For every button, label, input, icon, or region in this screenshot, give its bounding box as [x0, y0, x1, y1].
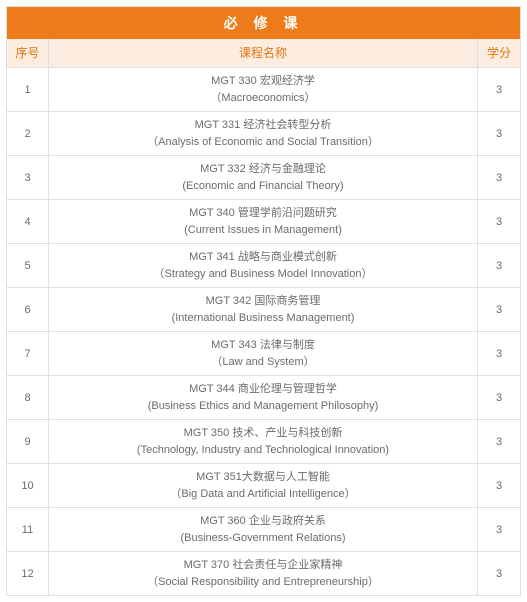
course-name-zh: MGT 351大数据与人工智能 — [196, 469, 330, 486]
table-row: 12MGT 370 社会责任与企业家精神（Social Responsibili… — [7, 551, 520, 595]
cell-course-name: MGT 332 经济与金融理论(Economic and Financial T… — [49, 156, 478, 199]
course-name-zh: MGT 331 经济社会转型分析 — [195, 117, 332, 134]
header-index: 序号 — [7, 39, 49, 67]
cell-index: 4 — [7, 200, 49, 243]
cell-course-name: MGT 343 法律与制度（Law and System） — [49, 332, 478, 375]
course-name-zh: MGT 360 企业与政府关系 — [200, 513, 326, 530]
course-name-en: (Business Ethics and Management Philosop… — [148, 398, 379, 415]
course-name-zh: MGT 341 战略与商业模式创新 — [189, 249, 337, 266]
cell-credit: 3 — [478, 112, 520, 155]
header-credit: 学分 — [478, 39, 520, 67]
cell-course-name: MGT 341 战略与商业模式创新（Strategy and Business … — [49, 244, 478, 287]
cell-index: 2 — [7, 112, 49, 155]
cell-credit: 3 — [478, 420, 520, 463]
course-name-en: （Big Data and Artificial Intelligence） — [170, 486, 355, 503]
cell-course-name: MGT 360 企业与政府关系(Business-Government Rela… — [49, 508, 478, 551]
table-row: 9MGT 350 技术、产业与科技创新(Technology, Industry… — [7, 419, 520, 463]
course-name-en: （Strategy and Business Model Innovation） — [154, 266, 373, 283]
cell-index: 5 — [7, 244, 49, 287]
cell-index: 10 — [7, 464, 49, 507]
cell-index: 6 — [7, 288, 49, 331]
course-name-en: (Current Issues in Management) — [184, 222, 342, 239]
header-name: 课程名称 — [49, 39, 478, 67]
course-name-en: （Macroeconomics） — [210, 90, 315, 107]
cell-credit: 3 — [478, 508, 520, 551]
cell-index: 12 — [7, 552, 49, 595]
cell-course-name: MGT 350 技术、产业与科技创新(Technology, Industry … — [49, 420, 478, 463]
cell-index: 9 — [7, 420, 49, 463]
cell-index: 7 — [7, 332, 49, 375]
table-row: 10MGT 351大数据与人工智能（Big Data and Artificia… — [7, 463, 520, 507]
course-name-zh: MGT 370 社会责任与企业家精神 — [184, 557, 343, 574]
table-title: 必 修 课 — [7, 7, 520, 39]
course-name-en: (Economic and Financial Theory) — [182, 178, 343, 195]
course-name-zh: MGT 330 宏观经济学 — [211, 73, 315, 90]
cell-credit: 3 — [478, 376, 520, 419]
cell-course-name: MGT 340 管理学前沿问题研究(Current Issues in Mana… — [49, 200, 478, 243]
cell-index: 1 — [7, 68, 49, 111]
course-name-zh: MGT 344 商业伦理与管理哲学 — [189, 381, 337, 398]
course-name-zh: MGT 340 管理学前沿问题研究 — [189, 205, 337, 222]
cell-course-name: MGT 351大数据与人工智能（Big Data and Artificial … — [49, 464, 478, 507]
cell-index: 3 — [7, 156, 49, 199]
course-name-en: (Business-Government Relations) — [180, 530, 345, 547]
course-name-zh: MGT 332 经济与金融理论 — [200, 161, 326, 178]
cell-credit: 3 — [478, 332, 520, 375]
cell-credit: 3 — [478, 156, 520, 199]
cell-credit: 3 — [478, 288, 520, 331]
cell-index: 11 — [7, 508, 49, 551]
table-row: 2MGT 331 经济社会转型分析（Analysis of Economic a… — [7, 111, 520, 155]
course-name-en: (Technology, Industry and Technological … — [137, 442, 389, 459]
required-courses-table: 必 修 课 序号 课程名称 学分 1MGT 330 宏观经济学（Macroeco… — [6, 6, 521, 596]
course-name-zh: MGT 350 技术、产业与科技创新 — [184, 425, 343, 442]
table-body: 1MGT 330 宏观经济学（Macroeconomics）32MGT 331 … — [7, 67, 520, 595]
table-row: 8MGT 344 商业伦理与管理哲学(Business Ethics and M… — [7, 375, 520, 419]
table-row: 11MGT 360 企业与政府关系(Business-Government Re… — [7, 507, 520, 551]
table-row: 4MGT 340 管理学前沿问题研究(Current Issues in Man… — [7, 199, 520, 243]
course-name-en: （Analysis of Economic and Social Transit… — [147, 134, 379, 151]
table-row: 5MGT 341 战略与商业模式创新（Strategy and Business… — [7, 243, 520, 287]
cell-course-name: MGT 330 宏观经济学（Macroeconomics） — [49, 68, 478, 111]
cell-credit: 3 — [478, 200, 520, 243]
cell-credit: 3 — [478, 68, 520, 111]
cell-credit: 3 — [478, 552, 520, 595]
table-row: 1MGT 330 宏观经济学（Macroeconomics）3 — [7, 67, 520, 111]
course-name-en: （Law and System） — [211, 354, 314, 371]
table-header-row: 序号 课程名称 学分 — [7, 39, 520, 67]
cell-course-name: MGT 370 社会责任与企业家精神（Social Responsibility… — [49, 552, 478, 595]
cell-course-name: MGT 342 国际商务管理(International Business Ma… — [49, 288, 478, 331]
cell-course-name: MGT 331 经济社会转型分析（Analysis of Economic an… — [49, 112, 478, 155]
table-row: 3MGT 332 经济与金融理论(Economic and Financial … — [7, 155, 520, 199]
table-row: 6MGT 342 国际商务管理(International Business M… — [7, 287, 520, 331]
cell-index: 8 — [7, 376, 49, 419]
table-row: 7MGT 343 法律与制度（Law and System）3 — [7, 331, 520, 375]
course-name-zh: MGT 342 国际商务管理 — [206, 293, 321, 310]
cell-credit: 3 — [478, 464, 520, 507]
cell-credit: 3 — [478, 244, 520, 287]
cell-course-name: MGT 344 商业伦理与管理哲学(Business Ethics and Ma… — [49, 376, 478, 419]
course-name-en: (International Business Management) — [172, 310, 355, 327]
course-name-en: （Social Responsibility and Entrepreneurs… — [147, 574, 379, 591]
course-name-zh: MGT 343 法律与制度 — [211, 337, 315, 354]
